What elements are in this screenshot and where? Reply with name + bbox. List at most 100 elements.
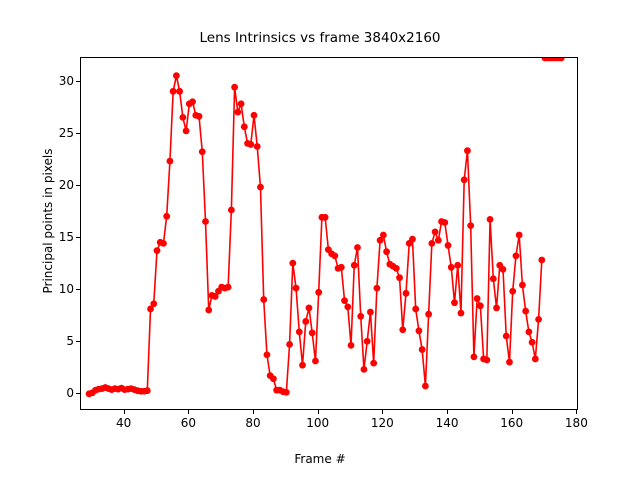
y-tick-label: 0 bbox=[66, 386, 74, 401]
data-point-marker bbox=[399, 326, 407, 334]
data-point-marker bbox=[357, 312, 365, 320]
data-point-marker bbox=[182, 127, 190, 135]
data-point-marker bbox=[447, 263, 455, 271]
data-point-marker bbox=[160, 239, 167, 247]
plot-area bbox=[80, 57, 578, 410]
data-point-marker bbox=[422, 382, 429, 390]
data-point-marker bbox=[315, 288, 323, 296]
data-point-marker bbox=[169, 87, 177, 95]
data-point-marker bbox=[473, 295, 481, 302]
data-point-marker bbox=[363, 337, 371, 345]
data-point-marker bbox=[509, 287, 517, 295]
data-point-marker bbox=[143, 387, 151, 395]
data-point-marker bbox=[198, 148, 206, 156]
data-point-marker bbox=[383, 248, 390, 256]
data-point-marker bbox=[402, 289, 410, 297]
data-point-marker bbox=[347, 342, 355, 349]
data-point-marker bbox=[299, 361, 306, 369]
x-tickmark bbox=[253, 410, 255, 414]
data-point-marker bbox=[412, 305, 420, 313]
x-tickmark bbox=[188, 410, 190, 414]
data-point-marker bbox=[519, 281, 526, 289]
data-point-marker bbox=[179, 113, 187, 121]
data-point-marker bbox=[431, 228, 439, 236]
y-tickmark bbox=[76, 185, 80, 187]
data-point-marker bbox=[396, 274, 403, 282]
data-point-marker bbox=[163, 212, 171, 220]
y-tick-label: 20 bbox=[58, 178, 74, 193]
data-point-marker bbox=[341, 297, 348, 305]
x-tick-label: 60 bbox=[180, 416, 196, 430]
data-point-marker bbox=[360, 365, 368, 373]
data-point-marker bbox=[425, 310, 433, 318]
data-point-marker bbox=[467, 222, 475, 230]
data-point-marker bbox=[308, 329, 316, 337]
x-tick-label: 100 bbox=[306, 416, 330, 430]
chart-title: Lens Intrinsics vs frame 3840x2160 bbox=[199, 30, 441, 46]
data-point-marker bbox=[234, 108, 242, 116]
y-axis-tick-labels: 0 5 10 15 20 25 30 bbox=[28, 0, 74, 480]
data-point-marker bbox=[502, 332, 510, 340]
data-point-marker bbox=[227, 206, 235, 214]
data-point-marker bbox=[211, 293, 219, 300]
data-point-marker bbox=[528, 338, 536, 346]
x-tickmark bbox=[576, 410, 578, 414]
data-point-marker bbox=[535, 315, 542, 323]
data-point-marker bbox=[176, 87, 184, 95]
data-point-marker bbox=[260, 296, 268, 303]
x-tickmark bbox=[382, 410, 384, 414]
data-point-marker bbox=[153, 247, 161, 255]
data-point-marker bbox=[486, 216, 494, 223]
data-point-marker bbox=[195, 112, 203, 120]
data-point-marker bbox=[434, 236, 442, 244]
data-point-marker bbox=[522, 307, 530, 315]
y-tick-label: 15 bbox=[58, 230, 74, 245]
data-point-marker bbox=[331, 252, 339, 260]
y-tickmark bbox=[76, 289, 80, 291]
x-tickmark bbox=[447, 410, 449, 414]
y-tick-label: 30 bbox=[58, 73, 74, 88]
data-point-marker bbox=[350, 261, 358, 269]
data-point-marker bbox=[295, 328, 303, 336]
data-point-marker bbox=[370, 359, 378, 367]
data-point-marker bbox=[506, 358, 513, 366]
x-tick-label: 120 bbox=[370, 416, 394, 430]
data-point-marker bbox=[444, 242, 452, 249]
x-tickmark bbox=[511, 410, 513, 414]
data-point-marker bbox=[376, 236, 384, 244]
data-point-marker bbox=[538, 256, 546, 264]
data-point-marker bbox=[373, 284, 381, 292]
y-tickmark bbox=[76, 237, 80, 239]
data-point-marker bbox=[476, 302, 484, 310]
data-point-marker bbox=[250, 111, 258, 119]
data-point-marker bbox=[231, 83, 239, 91]
x-tick-label: 40 bbox=[116, 416, 132, 430]
x-axis-tick-labels: 40 60 80 100 120 140 160 180 bbox=[0, 416, 640, 436]
data-point-marker bbox=[263, 351, 271, 359]
data-point-marker bbox=[205, 306, 213, 314]
data-point-marker bbox=[512, 252, 520, 260]
data-point-marker bbox=[428, 239, 436, 247]
data-point-marker bbox=[354, 244, 361, 251]
data-point-marker bbox=[147, 305, 154, 313]
data-series-svg bbox=[85, 58, 565, 398]
x-tick-label: 160 bbox=[500, 416, 524, 430]
data-point-marker bbox=[557, 58, 565, 62]
data-point-marker bbox=[247, 141, 255, 148]
x-axis-label: Frame # bbox=[294, 452, 346, 466]
y-tick-label: 5 bbox=[66, 334, 74, 349]
data-point-marker bbox=[240, 123, 248, 131]
data-point-marker bbox=[457, 309, 465, 317]
y-tick-label: 10 bbox=[58, 282, 74, 297]
data-point-marker bbox=[464, 147, 471, 155]
data-point-marker bbox=[257, 183, 264, 191]
data-point-marker bbox=[237, 100, 245, 108]
data-point-marker bbox=[224, 283, 232, 291]
data-point-marker bbox=[150, 300, 158, 308]
y-tickmark bbox=[76, 80, 80, 83]
x-tick-label: 180 bbox=[564, 416, 588, 430]
data-point-marker bbox=[253, 143, 261, 150]
data-point-marker bbox=[379, 231, 387, 239]
data-point-marker bbox=[489, 275, 497, 283]
